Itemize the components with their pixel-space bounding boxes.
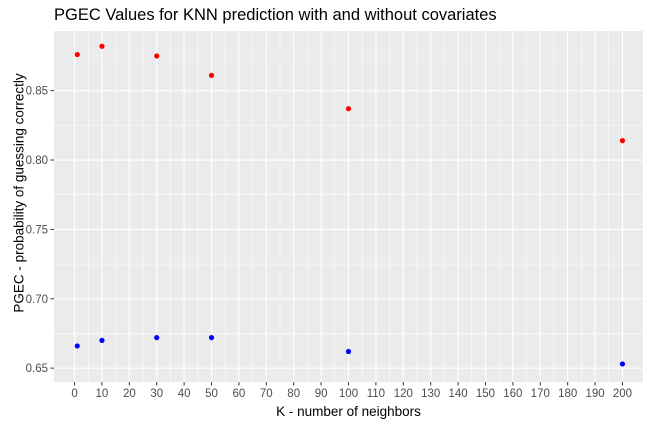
x-axis: 0 10 20 30 40 50 60 70 80 90 100 110 120 130 140 150 160… <box>71 382 632 400</box>
x-tick-label: 200 <box>613 388 632 400</box>
x-tick-label: 20 <box>123 388 136 400</box>
data-point-series-1 <box>74 51 80 58</box>
x-tick-label: 30 <box>150 388 163 400</box>
x-tick-label: 40 <box>178 388 191 400</box>
x-axis-label: K - number of neighbors <box>276 404 421 419</box>
data-point-series-1 <box>208 72 215 78</box>
x-tick-label: 110 <box>367 388 385 400</box>
y-axis-label: PGEC - probability of guessing correctly <box>11 73 27 313</box>
x-tick-label: 170 <box>531 388 550 400</box>
x-tick-label: 120 <box>394 388 413 400</box>
data-point-series-2 <box>345 348 352 355</box>
x-tick-label: 160 <box>503 388 522 400</box>
y-tick-label: 0.80 <box>26 155 48 167</box>
y-tick-label: 0.65 <box>26 363 48 375</box>
y-tick-label: 0.75 <box>26 224 48 236</box>
major-gridlines <box>54 31 643 382</box>
y-axis: 0.65 0.70 0.75 0.80 0.85 <box>26 86 54 375</box>
x-tick-label: 60 <box>233 388 246 400</box>
x-tick-label: 190 <box>585 388 604 400</box>
data-point-series-2 <box>99 337 105 343</box>
y-tick-label: 0.70 <box>26 294 48 306</box>
chart-title: PGEC Values for KNN prediction with and … <box>54 6 497 24</box>
x-tick-label: 10 <box>96 388 109 400</box>
x-tick-label: 140 <box>448 388 467 400</box>
x-tick-label: 100 <box>339 388 358 400</box>
x-tick-label: 70 <box>260 388 273 400</box>
data-point-series-2 <box>619 361 626 367</box>
data-point-series-1 <box>99 43 105 49</box>
x-tick-label: 80 <box>287 388 300 400</box>
data-point-series-2 <box>154 335 160 341</box>
data-point-series-1 <box>154 53 160 59</box>
x-tick-label: 0 <box>71 388 77 400</box>
data-point-series-1 <box>619 138 626 144</box>
x-tick-label: 180 <box>558 388 577 400</box>
data-points <box>74 43 626 367</box>
minor-gridlines <box>54 31 643 382</box>
x-tick-label: 50 <box>205 388 218 400</box>
y-tick-label: 0.85 <box>26 86 48 98</box>
data-point-series-2 <box>74 343 80 349</box>
x-tick-label: 130 <box>421 388 440 400</box>
data-point-series-1 <box>345 106 352 112</box>
data-point-series-2 <box>208 335 215 341</box>
x-tick-label: 90 <box>315 388 328 400</box>
x-tick-label: 150 <box>476 388 495 400</box>
